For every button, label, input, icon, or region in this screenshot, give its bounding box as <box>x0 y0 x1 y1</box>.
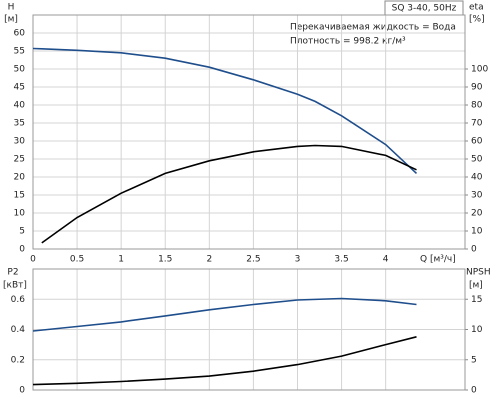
y2-tick-label: 15 <box>471 295 482 305</box>
y2-tick-label: 0 <box>471 386 477 396</box>
x-tick-label: 0.5 <box>70 255 84 265</box>
y2-tick-label: 90 <box>471 83 483 93</box>
y2-tick-label: 80 <box>471 101 483 111</box>
curve-h <box>32 47 418 174</box>
y-tick-label: 15 <box>14 191 25 201</box>
y-tick-label: 0.6 <box>11 295 26 305</box>
y-axis-unit: [кВт] <box>3 281 27 291</box>
y-tick-label: 0 <box>19 245 25 255</box>
y2-tick-label: 20 <box>471 209 483 219</box>
x-tick-label: 2.5 <box>246 255 260 265</box>
y-tick-label: 35 <box>14 119 25 129</box>
y2-tick-label: 10 <box>471 325 483 335</box>
x-tick-label: 2 <box>206 255 212 265</box>
y-tick-label: 0.2 <box>11 355 25 365</box>
plot-frame <box>32 14 466 250</box>
y2-axis-label: NPSH <box>466 268 491 278</box>
y-axis-unit: [м] <box>4 15 18 25</box>
y-tick-label: 5 <box>19 227 25 237</box>
y2-tick-label: 0 <box>471 245 477 255</box>
y-tick-label: 10 <box>14 209 26 219</box>
x-tick-label: 1.5 <box>158 255 172 265</box>
y-tick-label: 60 <box>14 29 26 39</box>
y2-tick-label: 50 <box>471 155 483 165</box>
y2-tick-label: 40 <box>471 173 483 183</box>
curve-eta <box>41 144 417 244</box>
curve-npsh <box>32 336 417 386</box>
x-tick-label: 4 <box>383 255 389 265</box>
y-tick-label: 30 <box>14 137 26 147</box>
x-tick-label: 1 <box>118 255 124 265</box>
y2-axis-unit: [м] <box>469 281 483 291</box>
annotation: Плотность = 998.2 кг/м³ <box>290 37 406 47</box>
y2-tick-label: 30 <box>471 191 483 201</box>
x-tick-label: 0 <box>30 255 36 265</box>
y2-tick-label: 5 <box>471 355 477 365</box>
y-axis-label: H <box>8 3 15 13</box>
y2-axis-unit: [%] <box>469 15 485 25</box>
y-tick-label: 55 <box>14 47 25 57</box>
plot-frame <box>32 268 466 391</box>
x-axis-label: Q [м³/ч] <box>420 255 456 265</box>
y-tick-label: 45 <box>14 83 25 93</box>
y-tick-label: 0 <box>19 386 25 396</box>
chart-title: SQ 3-40, 50Hz <box>392 4 457 14</box>
annotation: Перекачиваемая жидкость = Вода <box>290 23 456 33</box>
y2-tick-label: 60 <box>471 137 483 147</box>
x-tick-label: 3 <box>295 255 301 265</box>
curve-p2 <box>32 297 417 332</box>
y-tick-label: 20 <box>14 173 26 183</box>
y2-tick-label: 70 <box>471 119 483 129</box>
y-tick-label: 50 <box>14 65 26 75</box>
y2-tick-label: 100 <box>471 65 488 75</box>
y-axis-label: P2 <box>7 268 18 278</box>
y2-tick-label: 10 <box>471 227 483 237</box>
y-tick-label: 0.4 <box>11 325 26 335</box>
y-tick-label: 25 <box>14 155 25 165</box>
y-tick-label: 40 <box>14 101 26 111</box>
x-tick-label: 3.5 <box>334 255 348 265</box>
y2-axis-label: eta <box>469 3 484 13</box>
